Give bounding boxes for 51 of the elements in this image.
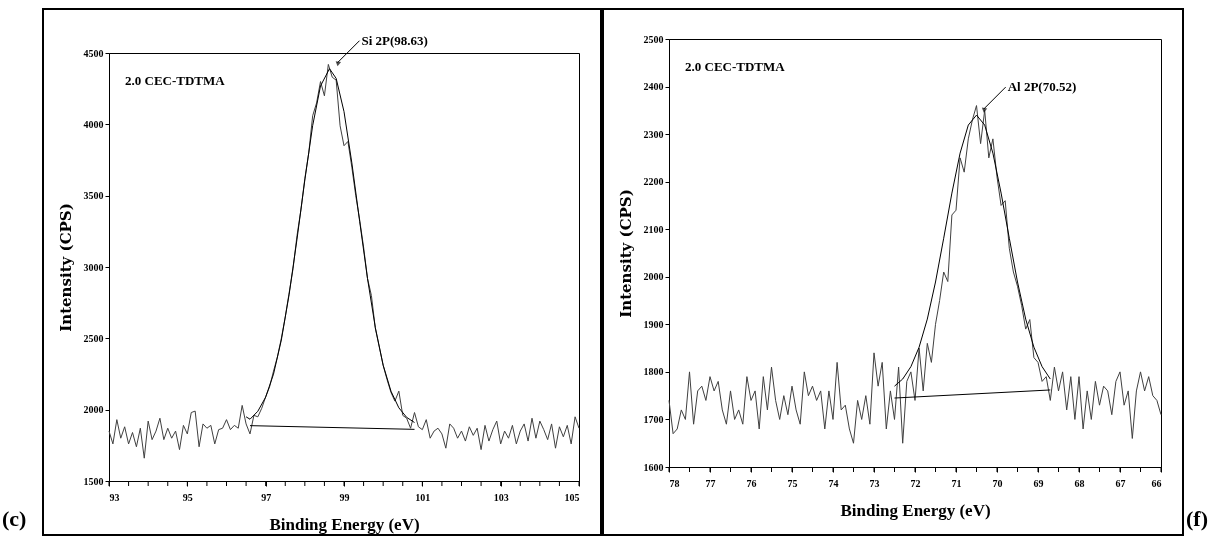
x-axis-title: Binding Energy (eV) — [269, 514, 420, 534]
x-tick-label: 77 — [705, 477, 716, 489]
y-tick-label: 2500 — [643, 33, 664, 45]
annotation: 2.0 CEC-TDTMA — [125, 73, 226, 88]
y-tick-label: 2400 — [643, 81, 664, 93]
x-tick-label: 103 — [493, 491, 509, 503]
y-tick-label: 2000 — [643, 271, 664, 283]
y-axis-title: Intensity (CPS) — [56, 203, 75, 332]
y-tick-label: 2500 — [83, 332, 104, 344]
x-tick-label: 99 — [339, 491, 350, 503]
y-tick-label: 1900 — [643, 318, 664, 330]
line-series — [245, 68, 415, 424]
x-tick-label: 74 — [828, 477, 839, 489]
x-tick-label: 105 — [564, 491, 580, 503]
text: (c) — [2, 506, 27, 532]
y-axis-title: Intensity (CPS) — [616, 189, 635, 318]
x-tick-label: 72 — [910, 477, 921, 489]
annotation: 2.0 CEC-TDTMA — [685, 59, 786, 74]
text: (f) — [1186, 506, 1208, 532]
x-tick-label: 97 — [261, 491, 272, 503]
x-tick-label: 68 — [1074, 477, 1085, 489]
x-axis-title: Binding Energy (eV) — [840, 500, 991, 520]
annotation: Al 2P(70.52) — [1007, 79, 1077, 95]
y-tick-label: 3500 — [83, 190, 104, 202]
x-tick-label: 70 — [992, 477, 1003, 489]
x-tick-label: 66 — [1151, 477, 1162, 489]
x-tick-label: 101 — [415, 491, 431, 503]
y-tick-label: 1500 — [83, 475, 104, 487]
x-tick-label: 95 — [182, 491, 193, 503]
x-tick-label: 75 — [787, 477, 798, 489]
annotation: Si 2P(98.63) — [361, 32, 428, 48]
y-tick-label: 1700 — [643, 413, 664, 425]
x-tick-label: 78 — [669, 477, 680, 489]
y-tick-label: 4000 — [83, 118, 104, 130]
x-tick-label: 67 — [1115, 477, 1126, 489]
x-tick-label: 73 — [869, 477, 880, 489]
x-tick-label: 71 — [951, 477, 962, 489]
line-series — [668, 105, 1162, 444]
y-tick-label: 2000 — [83, 404, 104, 416]
y-tick-label: 4500 — [83, 47, 104, 59]
line-series — [894, 114, 1051, 387]
x-tick-label: 93 — [109, 491, 120, 503]
y-tick-label: 1800 — [643, 366, 664, 378]
y-tick-label: 1600 — [643, 461, 664, 473]
x-tick-label: 69 — [1033, 477, 1044, 489]
y-tick-label: 2100 — [643, 223, 664, 235]
line-series — [108, 63, 580, 459]
x-tick-label: 76 — [746, 477, 757, 489]
y-tick-label: 2300 — [643, 128, 664, 140]
y-tick-label: 3000 — [83, 261, 104, 273]
y-tick-label: 2200 — [643, 176, 664, 188]
